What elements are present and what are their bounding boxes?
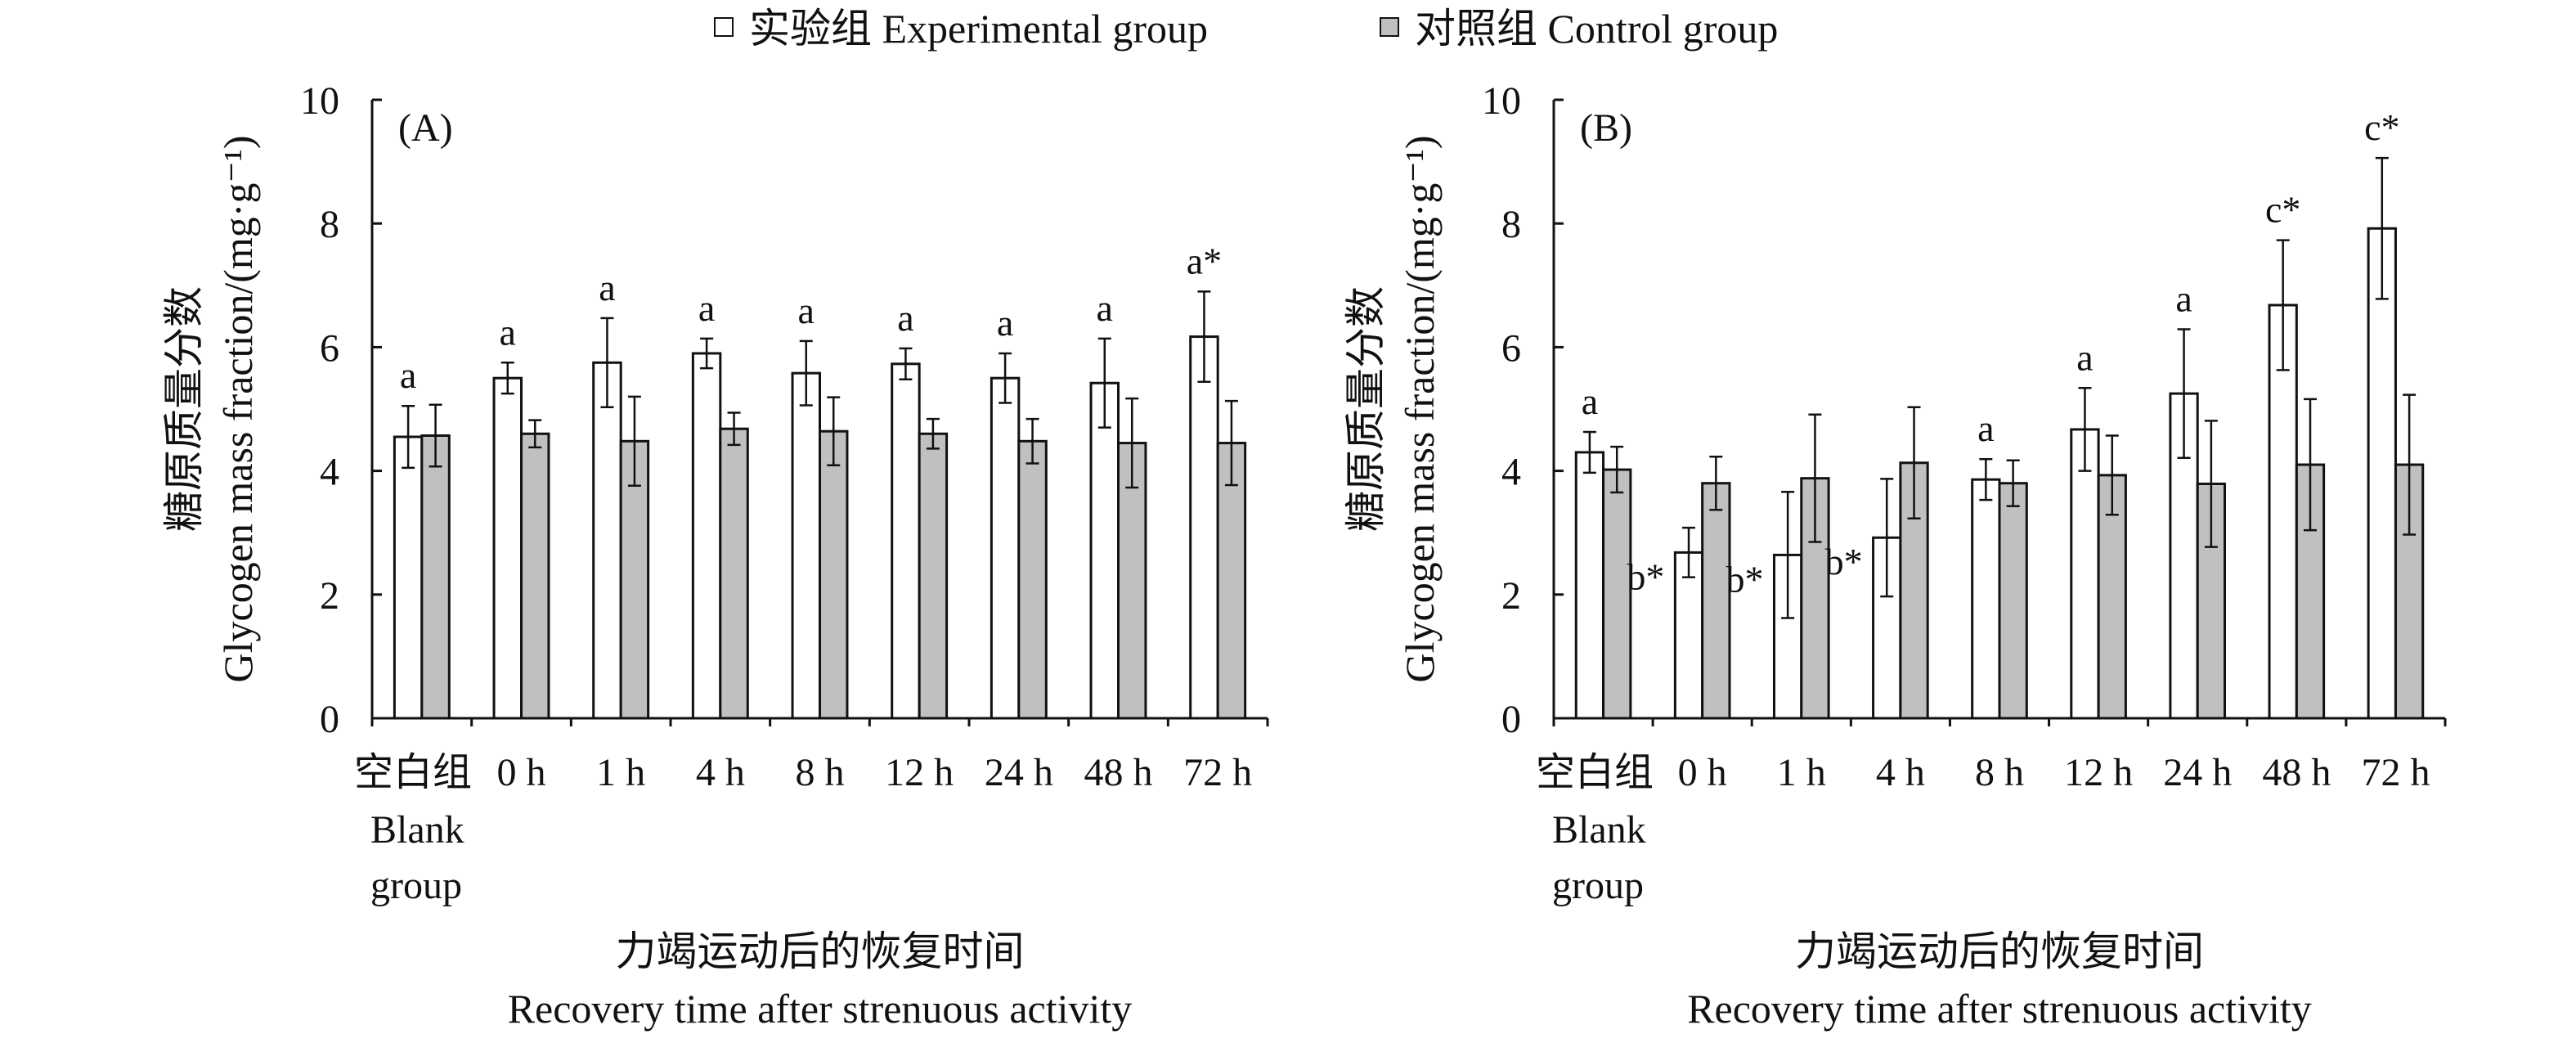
bar-control (1701, 482, 1731, 720)
bar-control (520, 432, 550, 720)
significance-label: a (798, 290, 815, 331)
legend: 实验组 Experimental group 对照组 Control group (714, 6, 1778, 52)
y-tick-label: 6 (1501, 326, 1521, 370)
significance-label: c* (2364, 106, 2399, 148)
x-tick-label: 24 h (985, 751, 1053, 794)
chart-panel-a: 0 2 4 6 8 10 a 空白组 Blank group a 0 h a 1 h a 4 h a 8 h a 12… (161, 79, 1269, 1032)
bar-control (420, 434, 451, 720)
significance-label: b* (1627, 555, 1664, 597)
significance-label: a (2076, 336, 2093, 378)
significance-label: a (1582, 380, 1598, 422)
bar-experimental (592, 361, 622, 720)
significance-label: a (500, 311, 516, 353)
significance-label: a (1097, 287, 1113, 329)
significance-label: a* (1187, 240, 1222, 281)
bar-experimental (791, 371, 822, 720)
x-axis-title-en: Recovery time after strenuous activity (1687, 986, 2312, 1032)
legend-label-control: 对照组 Control group (1415, 6, 1778, 52)
x-tick-label: 12 h (885, 751, 954, 794)
y-tick-label: 0 (320, 698, 339, 741)
y-axis-title-en: Glycogen mass fraction/(mg·g⁻¹) (215, 136, 261, 683)
legend-swatch-experimental (714, 17, 734, 37)
bar-experimental (393, 435, 424, 720)
y-tick-label: 4 (1501, 451, 1521, 494)
x-tick-label: 24 h (2163, 751, 2232, 794)
y-tick-label: 2 (1501, 574, 1521, 618)
y-tick-label: 8 (1501, 203, 1521, 246)
chart-panel-b: 0 2 4 6 8 10 a 空白组 Blank group b* 0 h b* 1 h b* 4 h a 8 h… (1343, 79, 2447, 1032)
panel-label: (A) (398, 106, 453, 150)
x-tick-label: 4 h (696, 751, 745, 794)
legend-label-experimental: 实验组 Experimental group (749, 6, 1208, 52)
bar-control (719, 427, 749, 720)
x-tick-label: 0 h (1678, 751, 1727, 794)
significance-label: b* (1825, 541, 1863, 582)
x-axis-title-cn: 力竭运动后的恢复时间 (616, 928, 1025, 974)
x-tick-label: 48 h (1084, 751, 1153, 794)
bar-experimental (1089, 381, 1120, 720)
bar-experimental (1971, 478, 2001, 720)
bar-control (1017, 439, 1048, 720)
panel-label: (B) (1580, 106, 1632, 150)
x-tick-label: 空白组 (354, 751, 472, 794)
y-tick-label: 4 (320, 451, 339, 494)
significance-label: b* (1726, 558, 1763, 600)
significance-label: a (599, 267, 615, 308)
bar-experimental (691, 352, 722, 720)
legend-swatch-control (1380, 17, 1399, 37)
x-tick-label: 4 h (1876, 751, 1925, 794)
x-tick-label: 0 h (497, 751, 546, 794)
x-tick-label: Blank (370, 808, 464, 852)
x-tick-label: group (1552, 864, 1644, 907)
bar-control (1216, 442, 1247, 720)
x-tick-label: 8 h (1975, 751, 2024, 794)
x-tick-label: 48 h (2262, 751, 2331, 794)
bar-control (918, 432, 949, 720)
bar-control (819, 429, 849, 720)
x-tick-label: 72 h (1183, 751, 1252, 794)
y-tick-label: 0 (1501, 698, 1521, 741)
y-axis-title-en: Glycogen mass fraction/(mg·g⁻¹) (1397, 136, 1443, 683)
bar-experimental (1574, 451, 1605, 720)
significance-label: a (400, 354, 416, 396)
bar-experimental (1189, 335, 1219, 720)
x-tick-label: 1 h (1777, 751, 1826, 794)
significance-label: c* (2265, 189, 2300, 231)
y-tick-label: 8 (320, 203, 339, 246)
significance-label: a (1977, 407, 1994, 449)
bar-control (1998, 482, 2028, 720)
bar-experimental (492, 376, 523, 720)
x-tick-label: 空白组 (1536, 751, 1654, 794)
y-tick-label: 2 (320, 574, 339, 618)
bar-experimental (990, 376, 1021, 720)
x-tick-label: 1 h (596, 751, 645, 794)
x-axis-title-en: Recovery time after strenuous activity (508, 986, 1133, 1032)
bar-control (619, 439, 650, 720)
x-tick-label: 12 h (2064, 751, 2133, 794)
bar-experimental (891, 362, 921, 720)
x-tick-label: 72 h (2361, 751, 2430, 794)
y-tick-label: 6 (320, 326, 339, 370)
bar-control (1602, 468, 1632, 720)
x-tick-label: Blank (1552, 808, 1646, 852)
x-tick-label: group (370, 864, 462, 907)
significance-label: a (997, 302, 1013, 344)
bar-experimental (2070, 428, 2100, 720)
y-axis-title-cn: 糖原质量分数 (1343, 286, 1389, 532)
x-axis-title-cn: 力竭运动后的恢复时间 (1795, 928, 2204, 974)
x-tick-label: 8 h (796, 751, 845, 794)
y-tick-label: 10 (300, 79, 339, 123)
significance-label: a (698, 287, 715, 329)
y-tick-label: 10 (1482, 79, 1521, 123)
bar-experimental (2367, 227, 2397, 720)
significance-label: a (2175, 277, 2192, 319)
significance-label: a (897, 297, 913, 339)
y-axis-title-cn: 糖原质量分数 (161, 286, 207, 532)
